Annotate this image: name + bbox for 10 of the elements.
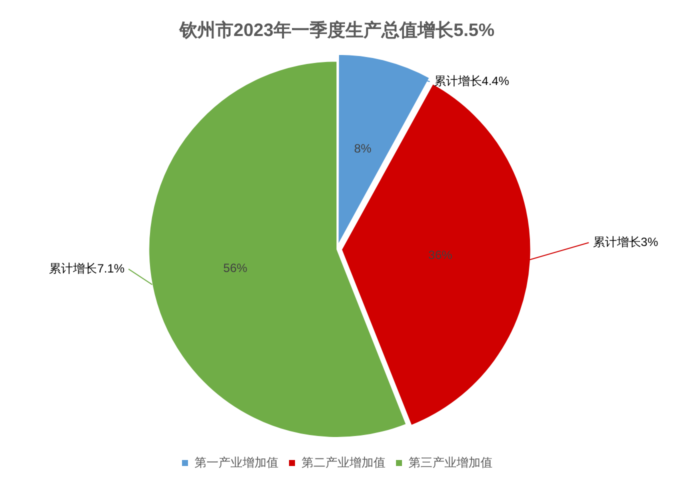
data-label: 8% xyxy=(354,141,372,156)
text: 累计增长4.4% xyxy=(434,74,510,88)
data-label: 36% xyxy=(428,248,453,262)
chart-title: 钦州市2023年一季度生产总值增长5.5% xyxy=(178,20,495,40)
legend-label: 第一产业增加值 xyxy=(194,455,278,470)
legend-label: 第三产业增加值 xyxy=(408,455,492,470)
data-label: 56% xyxy=(223,261,248,276)
text: 累计增长3% xyxy=(592,234,658,249)
text: 累计增长7.1% xyxy=(49,261,125,276)
legend-label: 第二产业增加值 xyxy=(302,455,386,470)
